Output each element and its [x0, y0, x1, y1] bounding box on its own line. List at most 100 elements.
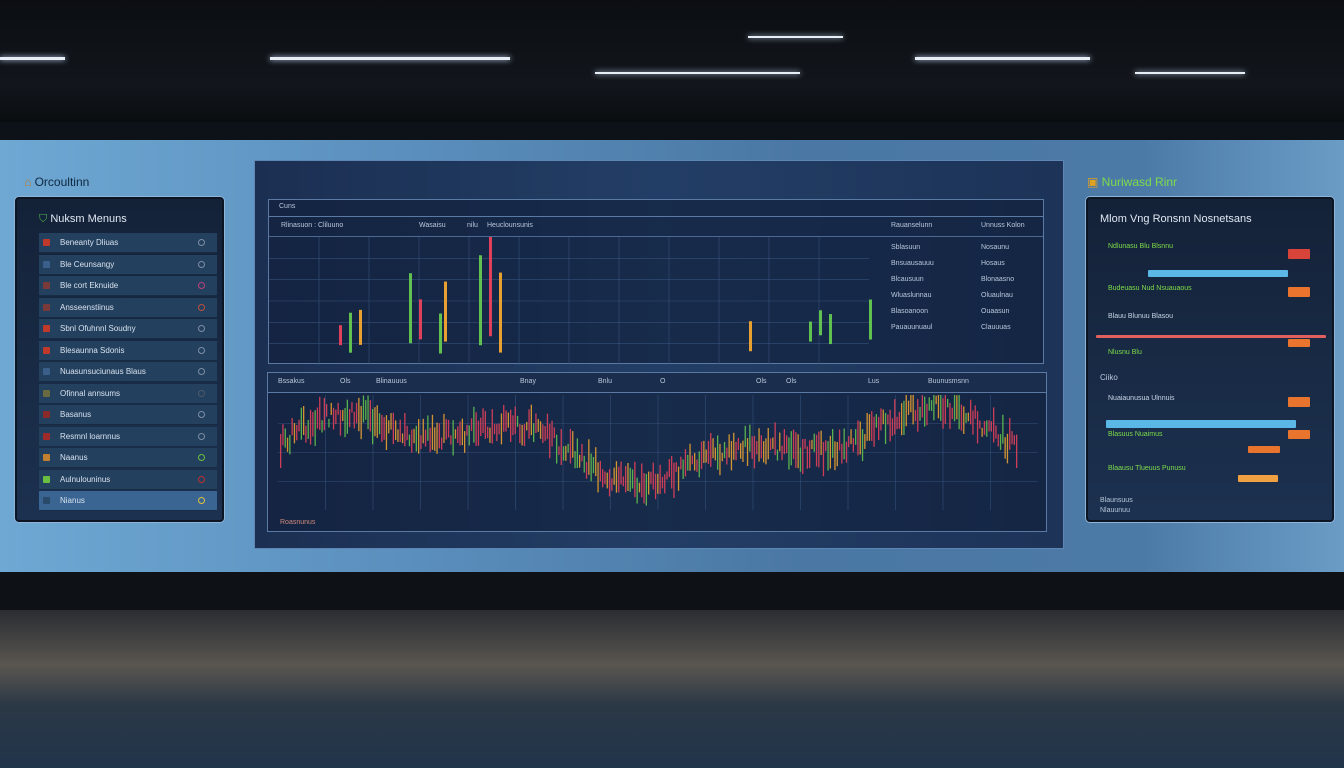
order-bar[interactable] [1288, 249, 1310, 259]
quote-list-item[interactable]: Ouaasun [981, 308, 1010, 315]
menu-item[interactable]: Nianus [39, 491, 217, 511]
menu-item[interactable]: Nuasunsuciunaus Blaus [39, 362, 217, 382]
candle [661, 476, 664, 489]
chart-header: nilu [467, 222, 478, 229]
candle [424, 429, 427, 447]
toolbar-button[interactable]: Bnay [520, 378, 536, 385]
status-icon [198, 239, 205, 246]
candle [608, 469, 611, 497]
candle [809, 440, 811, 468]
candle [611, 478, 613, 491]
order-bar[interactable] [1288, 397, 1310, 407]
order-bar[interactable] [1288, 430, 1310, 439]
menu-item-label: Naanus [60, 453, 88, 462]
order-row[interactable]: Budeuasu Nud Nsuauaous [1108, 285, 1192, 292]
candle [717, 435, 719, 470]
order-bar[interactable] [1238, 475, 1278, 482]
order-bar[interactable] [1288, 287, 1310, 297]
candle [344, 407, 346, 438]
candle [549, 423, 551, 459]
menu-item[interactable]: Sbnl Ofuhnnl Soudny [39, 319, 217, 339]
quote-list-item[interactable]: Pauauunuaul [891, 324, 933, 331]
menu-item-label: Basanus [60, 410, 92, 419]
candle [415, 425, 417, 452]
quote-list-item[interactable]: Blasoanoon [891, 308, 928, 315]
menu-item-label: Ofinnal annsums [60, 388, 121, 398]
menu-item[interactable]: Blesaunna Sdonis [39, 340, 217, 361]
toolbar-button[interactable]: Lus [868, 378, 880, 385]
menu-item[interactable]: Basanus [39, 405, 217, 425]
candle [648, 471, 650, 495]
toolbar-button[interactable]: Ols [756, 378, 767, 385]
candle [335, 409, 337, 425]
candle [963, 406, 965, 434]
toolbar-button[interactable]: Bssakus [278, 378, 305, 385]
quote-list-item[interactable]: Hosaus [981, 260, 1005, 267]
candle [523, 424, 526, 446]
order-bar[interactable] [1106, 420, 1296, 428]
toolbar-button[interactable]: Buunusmsnn [928, 378, 969, 385]
candle [447, 419, 450, 438]
order-bar[interactable] [1248, 446, 1280, 453]
quote-list-item[interactable]: Blonaasno [981, 276, 1015, 283]
candle [369, 400, 371, 432]
candle [981, 427, 983, 437]
quote-list-item[interactable]: Clauuuas [981, 324, 1011, 331]
candle [970, 399, 972, 425]
ceiling-light [0, 57, 65, 60]
order-bar[interactable] [1288, 339, 1310, 347]
candle [822, 442, 825, 477]
quote-list-item[interactable]: Bnsuausauuu [891, 260, 934, 267]
menu-item-label: Sbnl Ofuhnnl Soudny [60, 324, 136, 333]
menu-item[interactable]: Ble Ceunsangy [39, 254, 217, 275]
toolbar-button[interactable]: O [660, 378, 666, 385]
price-chart-top: Cuns Rlinasuon : Cliluuno Wasaisu nilu H… [268, 199, 1044, 365]
candle [401, 433, 404, 444]
quote-list-item[interactable]: Blcausuun [891, 276, 924, 283]
toolbar-button[interactable]: Ols [786, 378, 797, 385]
quote-list-item[interactable]: Oluaulnau [981, 292, 1013, 299]
quote-list-item[interactable]: Nosaunu [981, 244, 1010, 251]
menu-item[interactable]: Beneanty Dliuas [39, 233, 217, 253]
candle [933, 395, 935, 421]
candle [965, 413, 967, 423]
status-icon [198, 303, 205, 311]
ceiling-light [595, 72, 800, 74]
candle [351, 402, 353, 413]
candle [560, 429, 562, 465]
candle [905, 395, 907, 427]
menu-item[interactable]: Aulnulouninus [39, 469, 217, 490]
order-bar[interactable] [1148, 270, 1288, 277]
order-bar[interactable] [1096, 335, 1326, 338]
menu-item[interactable]: Ansseenstiinus [39, 297, 217, 318]
candle [464, 431, 466, 453]
order-row[interactable]: Ndlunasu Blu Blsnnu [1108, 243, 1173, 250]
toolbar-button[interactable]: Ols [340, 378, 351, 385]
candle [737, 437, 739, 450]
candle [995, 425, 997, 439]
order-row[interactable]: Nlusnu Blu [1108, 349, 1142, 356]
candle [537, 419, 539, 432]
candle [427, 415, 429, 441]
left-wall-label: ⌂ Orcoultinn [24, 175, 89, 189]
quote-list-item[interactable]: Sblasuun [891, 244, 921, 251]
order-row[interactable]: Blauu Blunuu Blasou [1108, 313, 1173, 320]
menu-item[interactable]: Ofinnal annsums [39, 383, 217, 404]
order-row[interactable]: Blaausu Tlueuus Punusu [1108, 465, 1186, 472]
candle [841, 443, 843, 464]
order-row[interactable]: Blasuus Nuaimus [1108, 431, 1163, 438]
candle [707, 440, 710, 464]
candle [431, 414, 434, 450]
toolbar-button[interactable]: Blinauuus [376, 378, 407, 385]
candle [960, 404, 963, 431]
menu-item[interactable]: Resmnl loarnnus [39, 426, 217, 447]
candle [836, 441, 838, 467]
quote-list-item[interactable]: Wluaslunnau [891, 292, 932, 299]
toolbar-button[interactable]: Bnlu [598, 378, 613, 385]
item-icon [43, 411, 50, 418]
floor [0, 610, 1344, 768]
candle [949, 403, 951, 429]
menu-item[interactable]: Naanus [39, 448, 217, 468]
order-row[interactable]: Nuaiaunusua Ulnnuis [1108, 395, 1175, 402]
menu-item[interactable]: Ble cort Eknuide [39, 276, 217, 296]
